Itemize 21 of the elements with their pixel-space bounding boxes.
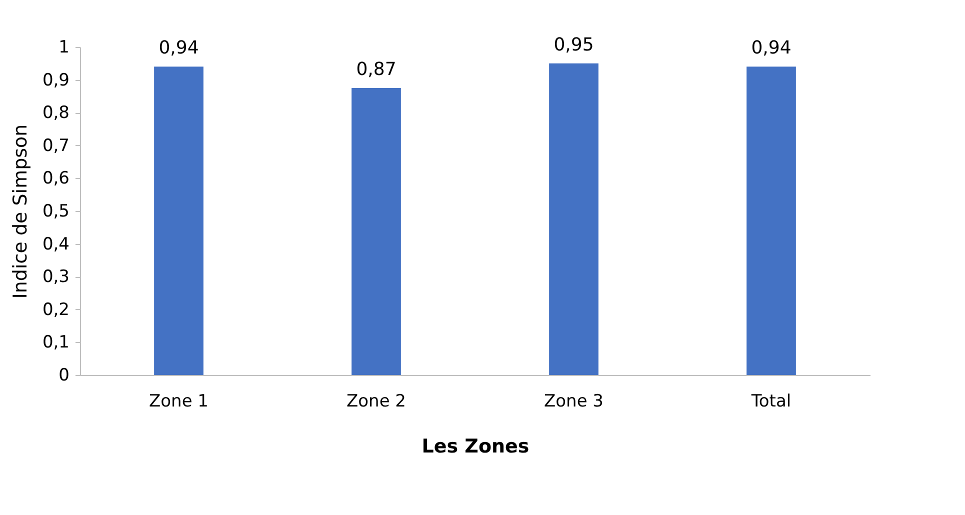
y-tick-label: 0,4	[42, 234, 70, 254]
data-label: 0,94	[751, 38, 792, 59]
x-tick-label: Zone 2	[346, 392, 406, 412]
y-tick-label: 0,8	[42, 103, 70, 124]
x-tick-label: Zone 1	[149, 392, 208, 412]
y-tick-label: 1	[58, 38, 70, 58]
y-tick-label: 0,2	[42, 300, 70, 320]
y-axis-title: Indice de Simpson	[9, 124, 32, 299]
y-tick-label: 0,9	[42, 70, 70, 90]
data-label: 0,87	[356, 59, 396, 80]
y-tick-label: 0	[58, 366, 70, 386]
data-label: 0,95	[554, 34, 594, 56]
y-tick-label: 0,6	[42, 168, 70, 189]
data-label: 0,94	[158, 38, 199, 59]
y-tick-label: 0,1	[42, 332, 70, 353]
x-tick-label: Total	[750, 392, 792, 412]
x-tick-label: Zone 3	[544, 392, 604, 412]
y-tick-label: 0,5	[42, 202, 70, 222]
x-axis-title: Les Zones	[422, 436, 530, 458]
y-tick-label: 0,3	[42, 267, 70, 288]
y-tick-label: 0,7	[42, 136, 70, 156]
